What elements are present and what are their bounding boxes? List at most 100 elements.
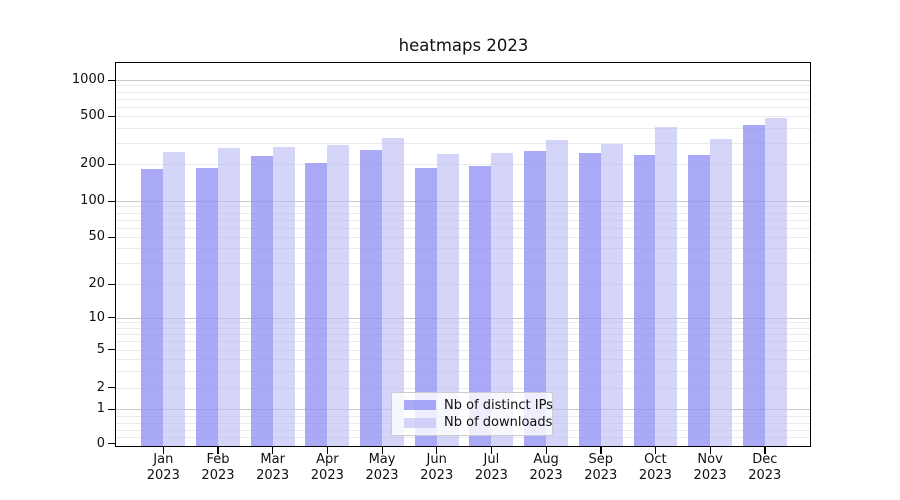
bar-distinct-ips-dec [742, 125, 765, 447]
bar-downloads-may [382, 137, 404, 447]
major-gridline [116, 317, 810, 319]
y-tick-label: 200 [80, 156, 105, 171]
x-tick-month: Feb [206, 452, 230, 467]
legend-label-downloads: Nb of downloads [444, 415, 553, 431]
minor-gridline [116, 327, 810, 329]
y-tick-mark [108, 115, 115, 117]
x-tick-label: Sep 2023 [566, 452, 636, 483]
x-tick-month: Sep [588, 452, 613, 467]
y-tick-mark [108, 79, 115, 81]
y-tick-mark [108, 408, 115, 410]
x-tick-month: Jan [153, 452, 174, 467]
y-tick-label: 100 [80, 193, 105, 208]
minor-gridline [116, 98, 810, 100]
x-tick-month: Apr [316, 452, 339, 467]
minor-gridline [116, 358, 810, 360]
bar-distinct-ips-apr [305, 162, 328, 447]
minor-gridline [116, 341, 810, 343]
minor-gridline [116, 263, 810, 265]
x-tick-year: 2023 [638, 467, 672, 483]
x-tick-label: Jul 2023 [456, 452, 526, 483]
bar-distinct-ips-mar [250, 156, 273, 447]
x-tick-label: Feb 2023 [183, 452, 253, 483]
y-tick-label: 5 [96, 341, 105, 357]
minor-gridline [116, 142, 810, 144]
y-tick-label: 1 [96, 401, 105, 416]
legend: Nb of distinct IPs Nb of downloads [391, 392, 553, 436]
minor-gridline [116, 227, 810, 229]
legend-swatch-downloads [404, 417, 436, 429]
x-tick-month: Jul [483, 452, 500, 467]
bar-downloads-apr [327, 144, 350, 447]
y-tick-label: 50 [88, 229, 105, 244]
bar-downloads-jan [163, 152, 186, 447]
x-tick-mark [326, 447, 329, 454]
bar-distinct-ips-oct [633, 155, 656, 447]
minor-gridline [116, 237, 810, 238]
minor-gridline [116, 127, 810, 129]
bar-distinct-ips-jan [141, 169, 164, 447]
minor-gridline [116, 91, 810, 93]
major-gridline [116, 201, 810, 202]
x-tick-mark [545, 447, 547, 454]
bar-distinct-ips-sep [578, 153, 601, 447]
bar-downloads-nov [710, 139, 732, 447]
x-tick-year: 2023 [365, 467, 399, 483]
minor-gridline [116, 219, 810, 221]
legend-item-distinct-ips: Nb of distinct IPs [392, 398, 553, 413]
x-tick-mark [436, 447, 438, 454]
legend-swatch-distinct-ips [404, 399, 436, 411]
y-tick-label: 10 [88, 309, 105, 325]
y-tick-mark [108, 283, 115, 285]
minor-gridline [116, 116, 810, 117]
x-tick-year: 2023 [474, 467, 508, 483]
y-tick-mark [108, 387, 115, 389]
bar-downloads-sep [600, 143, 623, 447]
x-tick-month: Mar [260, 452, 285, 467]
y-tick-label: 0 [96, 435, 105, 451]
x-tick-mark [490, 447, 493, 454]
bar-distinct-ips-jun [414, 168, 437, 447]
bar-downloads-oct [655, 127, 678, 447]
x-tick-year: 2023 [529, 467, 563, 483]
x-tick-mark [272, 447, 274, 454]
minor-gridline [116, 106, 810, 108]
minor-gridline [116, 322, 810, 324]
minor-gridline [116, 85, 810, 87]
bar-distinct-ips-aug [524, 151, 547, 447]
minor-gridline [116, 284, 810, 285]
x-tick-label: Jun 2023 [402, 452, 472, 483]
y-tick-mark [108, 349, 115, 351]
x-tick-month: Oct [644, 452, 667, 467]
x-tick-year: 2023 [584, 467, 618, 483]
x-tick-year: 2023 [256, 467, 290, 483]
chart-title: heatmaps 2023 [398, 36, 529, 55]
x-tick-month: Jun [426, 452, 447, 467]
bar-distinct-ips-jul [469, 166, 492, 447]
x-tick-mark [654, 447, 657, 454]
bar-downloads-aug [546, 139, 568, 447]
x-tick-label: Mar 2023 [238, 452, 308, 483]
bar-distinct-ips-nov [688, 155, 711, 447]
x-tick-month: Nov [697, 452, 723, 467]
bar-downloads-jun [436, 153, 459, 447]
minor-gridline [116, 370, 810, 372]
y-tick-mark [108, 200, 115, 202]
x-tick-month: Dec [752, 452, 778, 467]
x-tick-mark [709, 447, 711, 454]
x-tick-mark [764, 447, 766, 454]
minor-gridline [116, 436, 810, 438]
y-tick-label: 500 [80, 108, 105, 123]
bar-downloads-dec [764, 117, 787, 447]
minor-gridline [116, 349, 810, 351]
x-tick-month: May [368, 452, 396, 467]
y-tick-mark [108, 163, 115, 165]
legend-item-downloads: Nb of downloads [392, 415, 552, 430]
x-tick-year: 2023 [146, 467, 180, 483]
minor-gridline [116, 333, 810, 335]
x-tick-year: 2023 [693, 467, 727, 483]
bar-downloads-feb [217, 148, 240, 447]
bar-distinct-ips-feb [196, 168, 218, 447]
x-tick-label: Nov 2023 [675, 452, 745, 483]
